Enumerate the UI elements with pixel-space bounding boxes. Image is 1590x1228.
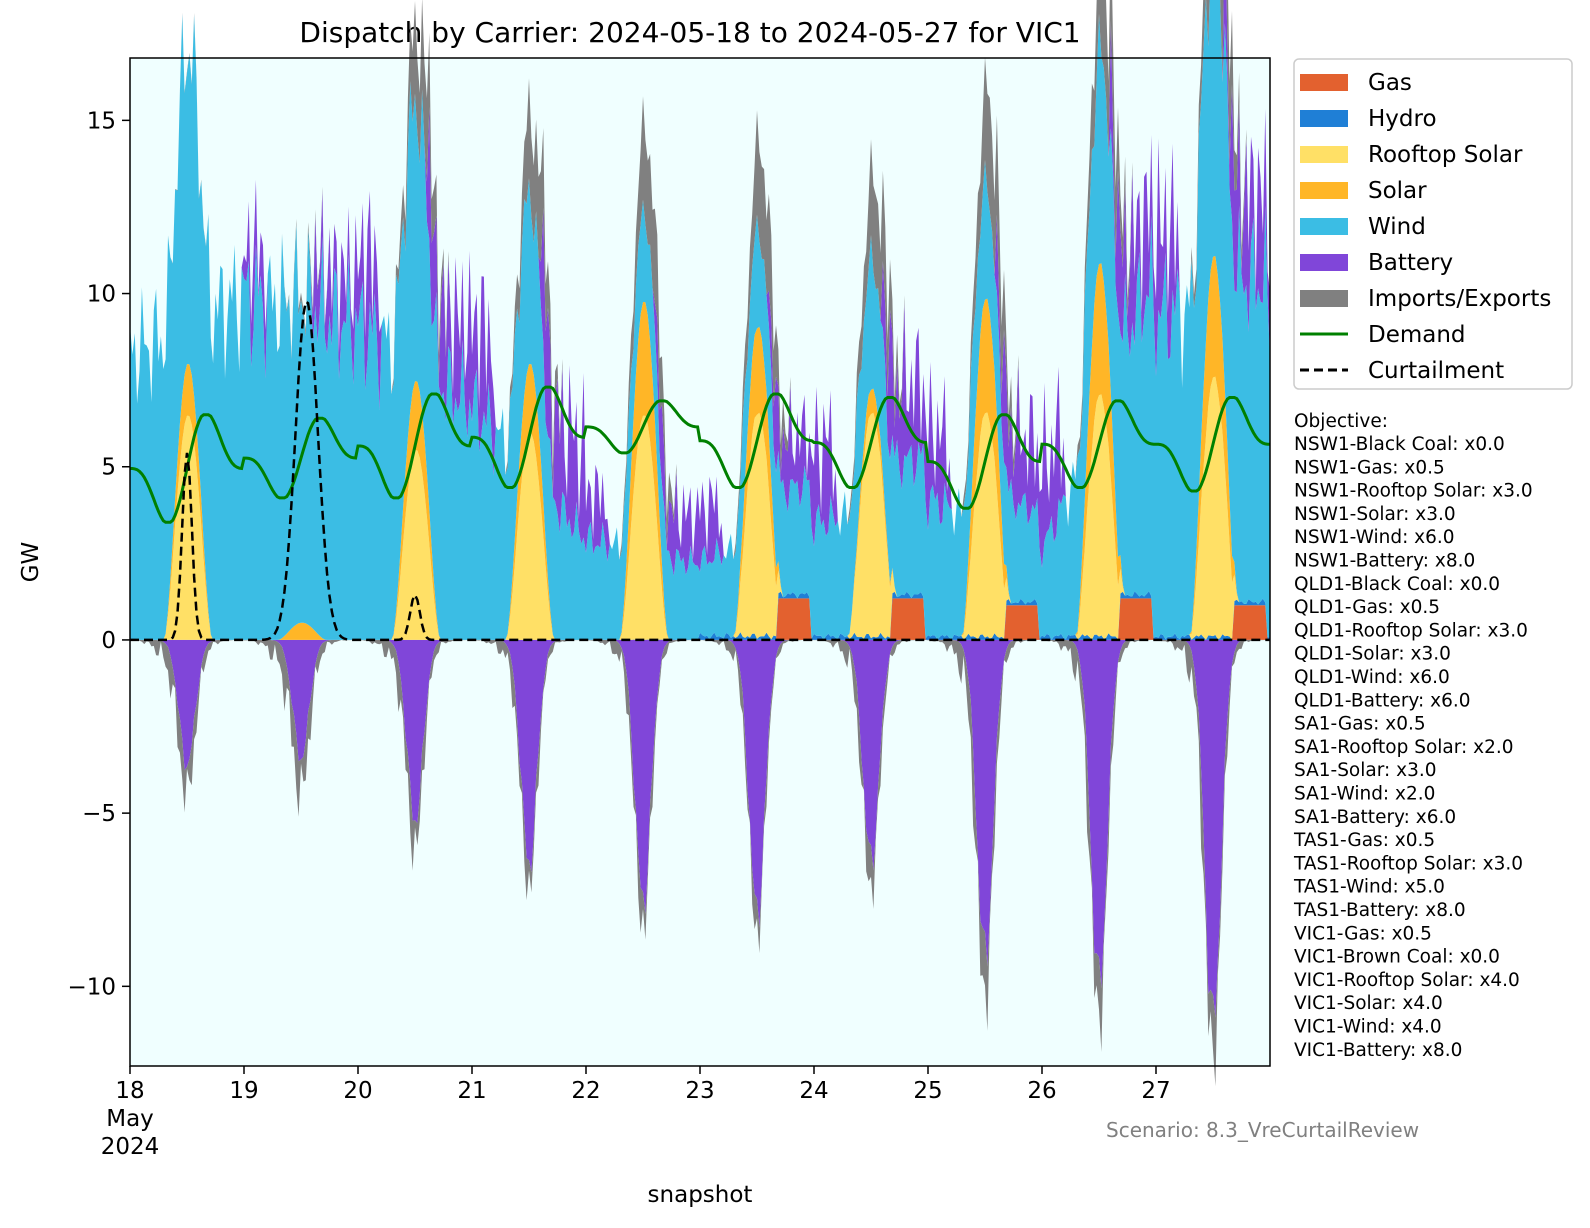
area-solar-positive — [130, 256, 1270, 640]
legend-label-solar: Solar — [1368, 178, 1427, 204]
objective-line: TAS1-Gas: x0.5 — [1293, 830, 1435, 851]
area-battery-positive — [130, 0, 1270, 576]
objective-notes: Objective:NSW1-Black Coal: x0.0NSW1-Gas:… — [1293, 411, 1533, 1061]
area-rooftop-solar-positive — [130, 376, 1270, 640]
x-tick-label: 27 — [1141, 1078, 1170, 1104]
objective-line: NSW1-Gas: x0.5 — [1294, 457, 1445, 478]
objective-line: SA1-Battery: x6.0 — [1294, 807, 1456, 828]
legend-swatch-gas — [1300, 74, 1348, 91]
objective-line: NSW1-Battery: x8.0 — [1294, 551, 1475, 572]
legend-label-rooftop-solar: Rooftop Solar — [1368, 142, 1523, 168]
objective-line: VIC1-Battery: x8.0 — [1294, 1040, 1462, 1061]
chart-title: Dispatch by Carrier: 2024-05-18 to 2024-… — [299, 16, 1080, 49]
objective-line: NSW1-Solar: x3.0 — [1294, 504, 1456, 525]
objective-line: QLD1-Solar: x3.0 — [1294, 644, 1451, 665]
legend-label-gas: Gas — [1368, 70, 1412, 96]
objective-line: NSW1-Rooftop Solar: x3.0 — [1294, 481, 1533, 502]
x-tick-label: 24 — [799, 1078, 828, 1104]
area-wind-positive — [130, 0, 1270, 640]
legend-swatch-solar — [1300, 182, 1348, 199]
x-axis-label: snapshot — [648, 1182, 753, 1208]
objective-line: QLD1-Rooftop Solar: x3.0 — [1294, 620, 1528, 641]
legend-label-imports-exports: Imports/Exports — [1368, 286, 1551, 312]
y-tick-label: −5 — [82, 801, 116, 827]
area-battery-negative — [130, 639, 1270, 1018]
x-tick-label: 20 — [343, 1078, 372, 1104]
objective-line: TAS1-Wind: x5.0 — [1293, 877, 1445, 898]
x-tick-label: 25 — [913, 1078, 942, 1104]
objective-line: NSW1-Wind: x6.0 — [1294, 527, 1455, 548]
y-tick-label: 0 — [101, 628, 116, 654]
x-tick-label: 19 — [229, 1078, 258, 1104]
legend-label-battery: Battery — [1368, 250, 1453, 276]
objective-line: SA1-Wind: x2.0 — [1294, 784, 1435, 805]
objective-line: QLD1-Gas: x0.5 — [1294, 597, 1440, 618]
area-imports-exports-positive — [130, 0, 1270, 561]
objective-line: VIC1-Wind: x4.0 — [1294, 1017, 1442, 1038]
legend-label-curtailment: Curtailment — [1368, 358, 1504, 384]
x-tick-label: 23 — [685, 1078, 714, 1104]
x-tick-label: 18 — [115, 1078, 144, 1104]
objective-line: SA1-Solar: x3.0 — [1294, 760, 1437, 781]
x-tick-label: 26 — [1027, 1078, 1056, 1104]
objective-line: TAS1-Rooftop Solar: x3.0 — [1293, 853, 1523, 874]
x-tick-label: 22 — [571, 1078, 600, 1104]
objective-line: TAS1-Battery: x8.0 — [1293, 900, 1466, 921]
positive-stack-layer — [130, 0, 1270, 640]
objective-heading: Objective: — [1294, 411, 1388, 432]
line-curtailment — [130, 299, 1270, 642]
y-tick-label: 10 — [87, 282, 116, 308]
objective-line: VIC1-Rooftop Solar: x4.0 — [1294, 970, 1520, 991]
legend-swatch-hydro — [1300, 110, 1348, 127]
negative-stack-layer — [130, 639, 1270, 1087]
line-layer — [130, 299, 1270, 642]
area-imports-exports-negative — [130, 639, 1270, 1087]
legend-label-wind: Wind — [1368, 214, 1426, 240]
legend-swatch-imports-exports — [1300, 290, 1348, 307]
objective-line: VIC1-Gas: x0.5 — [1294, 923, 1432, 944]
y-tick-label: 15 — [87, 108, 116, 134]
legend-swatch-rooftop-solar — [1300, 146, 1348, 163]
y-tick-label: 5 — [101, 455, 116, 481]
y-tick-label: −10 — [67, 974, 116, 1000]
objective-line: NSW1-Black Coal: x0.0 — [1294, 434, 1505, 455]
objective-line: VIC1-Solar: x4.0 — [1294, 993, 1443, 1014]
legend-swatch-battery — [1300, 254, 1348, 271]
scenario-label: Scenario: 8.3_VreCurtailReview — [1106, 1118, 1419, 1142]
objective-line: QLD1-Battery: x6.0 — [1294, 690, 1471, 711]
objective-line: SA1-Gas: x0.5 — [1294, 714, 1426, 735]
objective-line: VIC1-Brown Coal: x0.0 — [1294, 947, 1500, 968]
legend-label-hydro: Hydro — [1368, 106, 1437, 132]
x-tick-label: 21 — [457, 1078, 486, 1104]
legend-label-demand: Demand — [1368, 322, 1466, 348]
objective-line: QLD1-Black Coal: x0.0 — [1294, 574, 1500, 595]
x-tick-label: 2024 — [101, 1134, 160, 1160]
objective-line: SA1-Rooftop Solar: x2.0 — [1294, 737, 1514, 758]
objective-line: QLD1-Wind: x6.0 — [1294, 667, 1450, 688]
y-axis-label: GW — [18, 542, 44, 583]
legend: Gas Hydro Rooftop Solar Solar Wind Battery Imp… — [1293, 58, 1573, 390]
line-demand — [130, 385, 1270, 524]
x-tick-label: May — [106, 1106, 154, 1132]
legend-swatch-wind — [1300, 218, 1348, 235]
y-axis: −10 −5 0 5 10 15 — [67, 108, 130, 1000]
legend-box — [1293, 58, 1573, 390]
